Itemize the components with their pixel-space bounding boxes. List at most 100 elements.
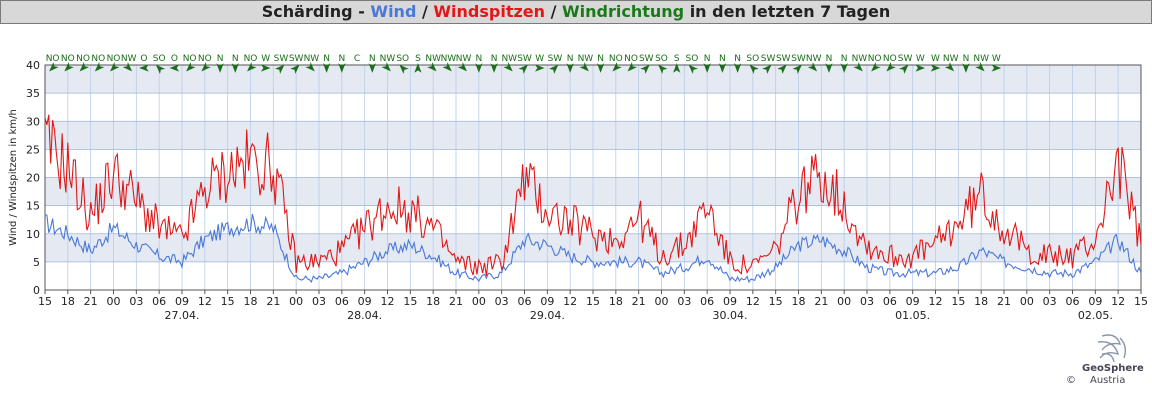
direction-arrow <box>673 63 681 73</box>
direction-label: NO <box>76 54 90 64</box>
direction-label: N <box>338 54 345 64</box>
title-sep-3: / <box>545 2 563 21</box>
direction-label: O <box>171 54 178 64</box>
x-tick-label: 09 <box>540 295 554 308</box>
direction-label: O <box>140 54 147 64</box>
series-line-wind <box>44 213 1142 284</box>
direction-label: SW <box>761 54 776 64</box>
direction-arrow <box>549 64 559 74</box>
x-tick-label: 21 <box>997 295 1011 308</box>
direction-arrow <box>139 64 149 72</box>
direction-label: NO <box>46 54 60 64</box>
direction-label: SW <box>548 54 563 64</box>
direction-label: NW <box>456 54 472 64</box>
direction-arrow <box>216 63 224 73</box>
direction-label: C <box>354 54 360 64</box>
direction-label: S <box>674 54 680 64</box>
title-sep-2: / <box>416 2 434 21</box>
x-tick-label: 15 <box>951 295 965 308</box>
direction-arrow <box>612 62 622 72</box>
x-tick-label: 21 <box>449 295 463 308</box>
direction-arrow <box>518 64 528 74</box>
direction-arrow <box>688 64 698 74</box>
direction-arrow <box>597 63 605 73</box>
direction-label: NW <box>501 54 517 64</box>
x-date-label: 28.04. <box>347 309 382 322</box>
x-tick-label: 21 <box>84 295 98 308</box>
geosphere-logo-icon <box>1097 334 1127 363</box>
direction-label: SO <box>746 54 759 64</box>
direction-arrow <box>871 62 881 72</box>
direction-arrow <box>658 64 668 74</box>
x-date-label: 27.04. <box>165 309 200 322</box>
x-tick-label: 03 <box>677 295 691 308</box>
series-line-windspitzen <box>44 114 1142 276</box>
direction-arrow <box>503 62 513 72</box>
direction-label: N <box>963 54 970 64</box>
direction-arrow <box>762 64 772 74</box>
y-tick-label: 40 <box>26 59 40 72</box>
direction-label: NO <box>61 54 75 64</box>
direction-arrow <box>64 62 74 72</box>
x-tick-label: 12 <box>746 295 760 308</box>
direction-label: N <box>841 54 848 64</box>
direction-arrow <box>703 63 711 73</box>
direction-arrow <box>475 63 483 73</box>
direction-arrow <box>155 64 166 74</box>
direction-label: SW <box>289 54 304 64</box>
brand-subtitle: Austria <box>1090 375 1126 386</box>
x-date-label: 02.05. <box>1078 309 1113 322</box>
direction-arrow <box>962 63 970 73</box>
title-suffix: in den letzten 7 Tagen <box>684 2 891 21</box>
x-tick-label: 00 <box>1020 295 1034 308</box>
x-date-label: 01.05. <box>895 309 930 322</box>
y-tick-label: 35 <box>26 87 40 100</box>
direction-label: N <box>475 54 482 64</box>
direction-arrow <box>275 64 285 74</box>
direction-arrow <box>840 63 848 73</box>
x-date-label: 29.04. <box>530 309 565 322</box>
direction-label: NW <box>121 54 137 64</box>
direction-label: NO <box>91 54 105 64</box>
direction-arrow <box>930 64 941 72</box>
y-tick-label: 10 <box>26 228 40 241</box>
direction-arrow <box>749 64 759 74</box>
direction-arrow <box>290 64 300 74</box>
direction-label: N <box>491 54 498 64</box>
direction-arrow <box>534 64 545 72</box>
direction-label: NO <box>883 54 897 64</box>
x-tick-label: 18 <box>792 295 806 308</box>
title-sep-1: - <box>352 2 371 21</box>
x-tick-label: 15 <box>769 295 783 308</box>
direction-label: SW <box>791 54 806 64</box>
direction-label: SW <box>639 54 654 64</box>
direction-arrow <box>260 64 271 72</box>
direction-label: NO <box>244 54 258 64</box>
x-tick-label: 00 <box>837 295 851 308</box>
direction-label: NO <box>624 54 638 64</box>
direction-label: N <box>232 54 239 64</box>
direction-arrow <box>381 62 391 72</box>
copyright-symbol: © <box>1066 375 1076 386</box>
direction-arrow <box>944 62 955 72</box>
direction-label: W <box>931 54 940 64</box>
x-tick-label: 12 <box>1111 295 1125 308</box>
x-tick-label: 09 <box>358 295 372 308</box>
direction-arrow <box>457 62 468 72</box>
y-tick-label: 15 <box>26 200 40 213</box>
direction-arrow <box>627 62 637 72</box>
direction-arrow <box>579 62 589 72</box>
direction-arrow <box>792 64 802 74</box>
chart-title-bar: Schärding - Wind / Windspitzen / Windric… <box>0 0 1152 24</box>
direction-label: W <box>916 54 925 64</box>
direction-arrow <box>427 62 437 72</box>
direction-label: W <box>992 54 1001 64</box>
direction-arrow <box>79 62 89 72</box>
x-tick-label: 15 <box>38 295 52 308</box>
x-tick-label: 00 <box>107 295 121 308</box>
y-tick-label: 5 <box>33 256 40 269</box>
x-tick-label: 21 <box>632 295 646 308</box>
direction-arrow <box>825 63 833 73</box>
title-station: Schärding <box>261 2 353 21</box>
direction-arrow <box>323 63 331 73</box>
